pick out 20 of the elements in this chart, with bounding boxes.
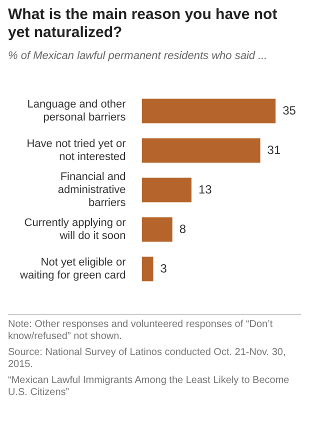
data-label: 31 [267, 142, 281, 157]
chart-subtitle: % of Mexican lawful permanent residents who said ... [8, 50, 268, 62]
y-tick-label: Have not tried yet or not interested [26, 138, 126, 164]
text: Note: Other responses and volunteered responses of “Don’t know/refused” not shown. [8, 319, 274, 343]
bar [142, 138, 260, 163]
data-label: 13 [198, 182, 212, 196]
bar [142, 98, 276, 124]
bar [142, 256, 154, 282]
y-tick-label: Language and other personal barriers [27, 98, 126, 124]
y-tick-label: Currently applying or will do it soon [24, 216, 126, 242]
y-tick-label: Financial and administrative barriers [58, 170, 126, 210]
y-tick-label: Not yet eligible or waiting for green card [18, 256, 126, 282]
bar [142, 217, 172, 242]
data-label: 3 [160, 261, 168, 276]
source-note: Source: National Survey of Latinos conducted Oct. 21-Nov. 30, 2015. [8, 347, 287, 371]
data-label: 35 [282, 103, 296, 118]
chart-title: What is the main reason you have not yet naturalized? [8, 6, 278, 42]
data-label: 8 [179, 222, 186, 236]
text: “Mexican Lawful Immigrants Among the Least Likely to Become U.S. Citizens” [8, 375, 290, 399]
bar [142, 178, 192, 202]
